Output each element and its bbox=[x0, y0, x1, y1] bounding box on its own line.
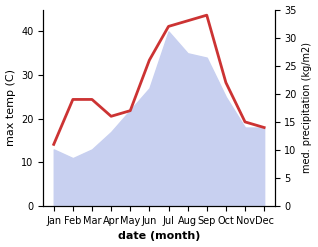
Y-axis label: med. precipitation (kg/m2): med. precipitation (kg/m2) bbox=[302, 42, 313, 173]
Y-axis label: max temp (C): max temp (C) bbox=[5, 69, 16, 146]
X-axis label: date (month): date (month) bbox=[118, 231, 200, 242]
